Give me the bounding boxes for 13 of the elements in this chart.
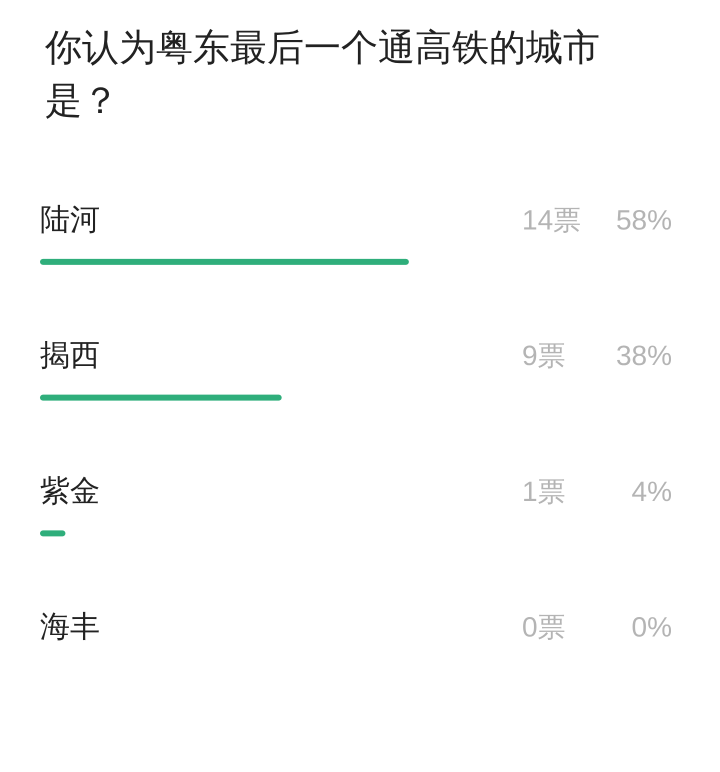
- text: 9票: [522, 340, 566, 372]
- data-label: 58%: [616, 204, 672, 236]
- data-label: 4%: [632, 476, 672, 507]
- y-tick-label: 海丰: [40, 610, 100, 645]
- y-tick-label: 陆河: [40, 202, 100, 238]
- text: 1票: [522, 476, 566, 507]
- text: 0票: [522, 612, 566, 643]
- y-tick-label: 揭西: [40, 338, 100, 374]
- data-label: 0%: [632, 612, 672, 643]
- chart-title: 你认为粤东最后一个通高铁的城市是？: [44, 26, 600, 122]
- text: 14票: [522, 204, 582, 236]
- data-label: 38%: [616, 340, 672, 372]
- y-tick-label: 紫金: [40, 474, 100, 509]
